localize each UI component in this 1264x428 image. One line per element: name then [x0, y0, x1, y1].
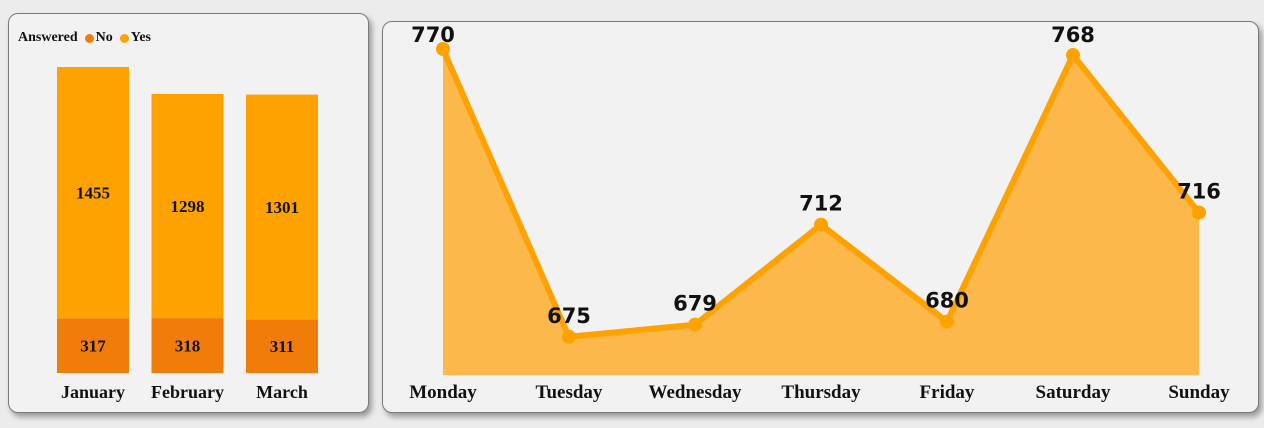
data-label-yes-march: 1301: [265, 198, 299, 217]
legend-label-yes: Yes: [130, 30, 151, 45]
data-label-monday: 770: [411, 23, 455, 47]
data-label-sunday: 716: [1177, 180, 1221, 204]
data-label-no-february: 318: [175, 337, 201, 356]
bar-yes-march: [246, 94, 318, 320]
data-label-tuesday: 675: [547, 304, 591, 328]
data-point-thursday: [814, 217, 828, 232]
data-label-wednesday: 679: [673, 292, 717, 316]
data-label-saturday: 768: [1051, 23, 1095, 47]
bar-no-january: [57, 318, 129, 373]
x-tick-label-saturday: Saturday: [1036, 382, 1111, 403]
x-tick-label-tuesday: Tuesday: [536, 382, 603, 403]
data-point-monday: [436, 42, 450, 56]
chart-legend: Answered No Yes: [18, 30, 151, 46]
data-label-thursday: 712: [799, 192, 843, 216]
data-label-friday: 680: [925, 289, 969, 313]
data-point-friday: [940, 314, 954, 329]
legend-label-no: No: [95, 30, 113, 45]
x-tick-label-january: January: [61, 382, 125, 402]
bar-no-march: [246, 319, 318, 373]
bar-chart-panel: Answered No Yes 317 1455 January 318 1298 Feb…: [8, 13, 369, 413]
x-tick-label-sunday: Sunday: [1168, 382, 1230, 403]
data-label-yes-february: 1298: [171, 197, 205, 216]
data-label-no-january: 317: [80, 337, 106, 356]
x-tick-label-friday: Friday: [920, 382, 975, 403]
x-tick-label-monday: Monday: [409, 382, 477, 403]
bar-yes-february: [151, 93, 224, 319]
data-label-yes-january: 1455: [76, 184, 110, 203]
data-point-sunday: [1192, 205, 1206, 220]
x-tick-label-wednesday: Wednesday: [649, 382, 742, 403]
x-tick-label-march: March: [256, 382, 308, 402]
area-chart: 770 Monday 675 Tuesday 679 Wednesday 712 Thursd…: [409, 23, 1230, 403]
data-point-wednesday: [688, 317, 702, 332]
bar-no-february: [151, 318, 224, 373]
x-tick-label-thursday: Thursday: [781, 382, 861, 403]
data-label-no-march: 311: [270, 337, 295, 356]
legend-title: Answered: [18, 30, 78, 45]
legend-swatch-yes: [119, 33, 129, 43]
legend-swatch-no: [84, 33, 94, 43]
area-fill: [443, 49, 1199, 375]
data-point-tuesday: [562, 329, 576, 344]
bar-yes-january: [57, 67, 129, 319]
bar-chart: 317 1455 January 318 1298 February 311 1301 Marc…: [57, 67, 318, 402]
x-tick-label-february: February: [151, 382, 224, 402]
data-point-saturday: [1066, 48, 1080, 63]
area-chart-panel: 770 Monday 675 Tuesday 679 Wednesday 712 Thursd…: [382, 21, 1259, 413]
